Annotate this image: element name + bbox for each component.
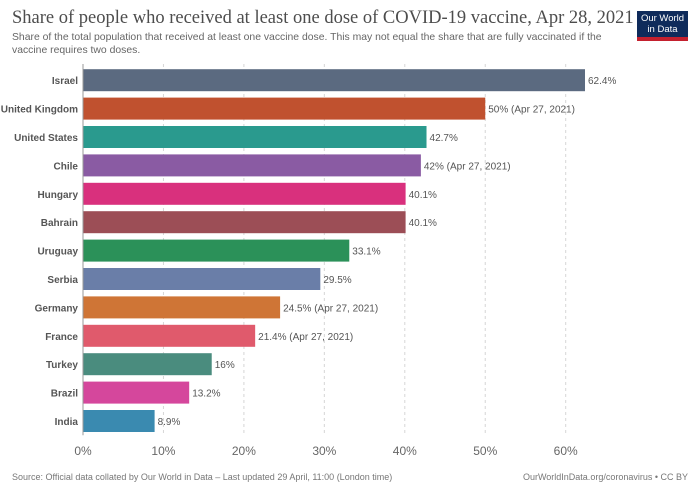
- bar: [83, 381, 190, 404]
- category-label: Serbia: [47, 275, 78, 286]
- bar: [83, 211, 406, 234]
- bar: [83, 239, 350, 262]
- value-label: 29.5%: [323, 275, 351, 286]
- x-tick-label: 50%: [473, 444, 497, 458]
- logo-line-1: Our World: [640, 13, 685, 24]
- value-label: 40.1%: [409, 218, 437, 229]
- bar: [83, 268, 321, 290]
- value-label: 40.1%: [409, 190, 437, 201]
- x-tick-label: 10%: [151, 444, 175, 458]
- value-label: 8.9%: [158, 417, 181, 428]
- source-link[interactable]: OurWorldInData.org/coronavirus • CC BY: [522, 472, 688, 482]
- bar: [83, 154, 421, 177]
- category-label: Brazil: [51, 389, 78, 400]
- x-tick-label: 20%: [232, 444, 256, 458]
- category-label: France: [45, 332, 78, 343]
- value-label: 42.7%: [430, 133, 458, 144]
- bar: [83, 296, 281, 319]
- category-label: Chile: [54, 161, 79, 172]
- value-label: 16%: [215, 360, 235, 371]
- bar: [83, 126, 427, 148]
- value-label: 42% (Apr 27, 2021): [424, 161, 511, 172]
- bar: [83, 97, 486, 120]
- category-label: Germany: [35, 303, 79, 314]
- value-label: 50% (Apr 27, 2021): [488, 105, 575, 116]
- value-label: 33.1%: [352, 247, 380, 258]
- value-label: 24.5% (Apr 27, 2021): [283, 303, 378, 314]
- category-label: United Kingdom: [1, 105, 78, 116]
- category-label: India: [55, 417, 79, 428]
- owid-logo[interactable]: Our World in Data: [637, 11, 688, 41]
- category-label: Bahrain: [41, 218, 78, 229]
- bar: [83, 410, 155, 432]
- value-label: 13.2%: [192, 389, 220, 400]
- category-label: Turkey: [46, 360, 78, 371]
- bar: [83, 353, 212, 376]
- category-label: United States: [14, 133, 78, 144]
- category-label: Israel: [52, 76, 78, 87]
- x-tick-label: 0%: [74, 444, 92, 458]
- source-note: Source: Official data collated by Our Wo…: [12, 472, 393, 482]
- bar: [83, 69, 585, 92]
- chart-title: Share of people who received at least on…: [12, 8, 634, 28]
- bar: [83, 182, 406, 205]
- bar: [83, 324, 256, 347]
- logo-line-2: in Data: [647, 24, 678, 35]
- chart-subtitle: Share of the total population that recei…: [12, 32, 602, 56]
- value-label: 21.4% (Apr 27, 2021): [258, 332, 353, 343]
- x-tick-label: 30%: [312, 444, 336, 458]
- value-label: 62.4%: [588, 76, 616, 87]
- x-tick-label: 40%: [393, 444, 417, 458]
- category-label: Hungary: [37, 190, 78, 201]
- category-label: Uruguay: [37, 247, 78, 258]
- x-tick-label: 60%: [554, 444, 578, 458]
